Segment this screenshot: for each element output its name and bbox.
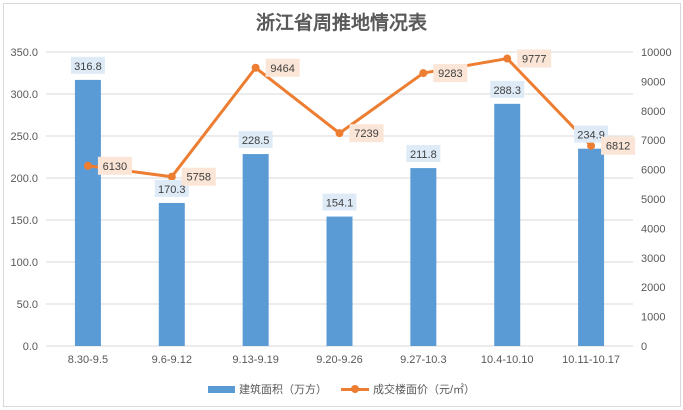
bar (242, 154, 269, 346)
y-left-tick: 150.0 (10, 215, 38, 227)
bar-data-label: 234.9 (577, 130, 605, 142)
y-left-tick: 50.0 (17, 299, 38, 311)
line-point (335, 129, 344, 138)
line-label-bg (433, 64, 468, 83)
y-right-tick: 3000 (641, 253, 665, 265)
bar (326, 216, 353, 346)
bar-data-label: 228.5 (242, 135, 270, 147)
line-point (587, 141, 596, 150)
bar (494, 103, 521, 346)
y-left-tick: 350.0 (10, 47, 38, 59)
line-label-bg (265, 58, 300, 77)
line-point (503, 54, 512, 63)
line-point (83, 161, 92, 170)
bar-label-bg (70, 56, 105, 74)
bar (158, 202, 185, 346)
bar-label-bg (490, 80, 525, 98)
bar-data-label: 316.8 (74, 61, 102, 73)
x-tick: 8.30-9.5 (68, 354, 108, 366)
y-right-tick: 7000 (641, 135, 665, 147)
legend-label-price: 成交楼面价（元/㎡） (372, 384, 476, 396)
line-point (167, 172, 176, 181)
y-right-tick: 2000 (641, 282, 665, 294)
bar-label-bg (406, 145, 441, 163)
line-data-label: 5758 (187, 172, 211, 184)
bar-label-bg (238, 131, 273, 149)
legend-item-price: 成交楼面价（元/㎡） (340, 381, 476, 397)
line-data-label: 9464 (270, 63, 294, 75)
legend-label-area: 建筑面积（万方） (238, 384, 327, 396)
line-data-label: 6130 (103, 161, 127, 173)
y-right-tick: 4000 (641, 223, 665, 235)
y-right-tick: 1000 (641, 312, 665, 324)
x-tick: 9.20-9.26 (316, 354, 362, 366)
bar (410, 168, 437, 346)
x-tick: 10.11-10.17 (562, 354, 620, 366)
legend-bar-swatch (207, 385, 235, 393)
bar-data-label: 154.1 (326, 198, 354, 210)
bar-data-label: 288.3 (493, 85, 521, 97)
x-tick: 10.4-10.10 (481, 354, 534, 366)
line-data-label: 9283 (438, 68, 462, 80)
legend-line-swatch (340, 384, 369, 394)
y-right-tick: 10000 (641, 47, 672, 59)
y-left-tick: 0.0 (23, 341, 38, 353)
line-label-bg (601, 136, 636, 155)
line-data-label: 7239 (354, 128, 378, 140)
bar (74, 79, 101, 346)
y-left-tick: 300.0 (10, 89, 38, 101)
line-label-bg (181, 167, 216, 186)
y-right-tick: 6000 (641, 165, 665, 177)
y-right-tick: 8000 (641, 106, 665, 118)
bar-data-label: 170.3 (158, 184, 186, 196)
y-right-tick: 9000 (641, 76, 665, 88)
x-tick: 9.6-9.12 (152, 354, 192, 366)
bar-label-bg (322, 193, 357, 211)
x-tick: 9.13-9.19 (232, 354, 278, 366)
line-data-label: 9777 (522, 54, 546, 66)
bar-data-label: 211.8 (410, 149, 437, 161)
line-label-bg (97, 156, 132, 175)
y-left-tick: 200.0 (10, 173, 38, 185)
bar (578, 148, 605, 346)
y-left-tick: 250.0 (10, 131, 38, 143)
line-label-bg (517, 49, 552, 68)
line-label-bg (349, 124, 384, 143)
chart-title: 浙江省周推地情况表 (255, 12, 427, 34)
line-data-label: 6812 (606, 141, 630, 153)
bar-label-bg (154, 179, 189, 197)
x-tick: 9.27-10.3 (400, 354, 446, 366)
y-right-tick: 5000 (641, 194, 665, 206)
line-point (251, 63, 260, 72)
line-point (419, 69, 428, 78)
legend: 建筑面积（万方） 成交楼面价（元/㎡） (0, 381, 683, 397)
y-left-tick: 100.0 (10, 257, 38, 269)
legend-item-area: 建筑面积（万方） (207, 381, 327, 397)
bar-label-bg (574, 125, 609, 143)
y-right-tick: 0 (641, 341, 647, 353)
